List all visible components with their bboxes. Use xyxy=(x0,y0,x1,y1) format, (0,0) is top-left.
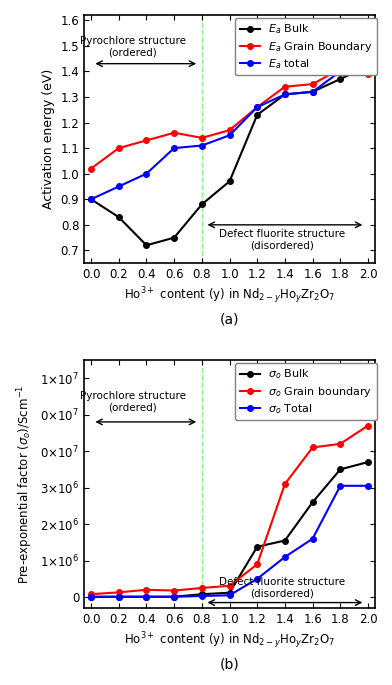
Y-axis label: Activation energy (eV): Activation energy (eV) xyxy=(42,69,55,209)
$E_a$ total xyxy=(116,182,121,190)
$\sigma_o$ Bulk xyxy=(89,593,93,601)
$E_a$ total xyxy=(255,103,260,111)
$E_a$ total xyxy=(310,88,315,96)
$E_a$ Grain Boundary xyxy=(338,64,343,73)
Legend: $\sigma_o$ Bulk, $\sigma_o$ Grain boundary, $\sigma_o$ Total: $\sigma_o$ Bulk, $\sigma_o$ Grain bounda… xyxy=(235,363,377,420)
$E_a$ Grain Boundary xyxy=(255,103,260,111)
$E_a$ total xyxy=(200,141,204,149)
Text: Defect fluorite structure
(disordered): Defect fluorite structure (disordered) xyxy=(219,229,345,250)
$\sigma_o$ Grain boundary xyxy=(366,421,370,429)
$\sigma_o$ Total xyxy=(366,482,370,490)
$\sigma_o$ Bulk xyxy=(116,593,121,601)
$E_a$ total xyxy=(338,67,343,75)
$\sigma_o$ Grain boundary xyxy=(310,443,315,451)
$E_a$ Grain Boundary xyxy=(172,129,176,137)
$\sigma_o$ Grain boundary xyxy=(116,588,121,597)
$E_a$ Bulk xyxy=(283,90,287,99)
$E_a$ Bulk xyxy=(200,200,204,208)
$\sigma_o$ Bulk xyxy=(144,593,149,601)
$\sigma_o$ Grain boundary xyxy=(172,586,176,595)
$E_a$ Bulk xyxy=(89,195,93,203)
Legend: $E_a$ Bulk, $E_a$ Grain Boundary, $E_a$ total: $E_a$ Bulk, $E_a$ Grain Boundary, $E_a$ … xyxy=(235,18,377,75)
$\sigma_o$ Total xyxy=(200,592,204,600)
$E_a$ Bulk xyxy=(310,88,315,96)
$\sigma_o$ Bulk xyxy=(338,465,343,473)
$E_a$ total xyxy=(172,144,176,152)
$\sigma_o$ Grain boundary xyxy=(89,590,93,598)
$E_a$ Grain Boundary xyxy=(89,164,93,173)
$\sigma_o$ Bulk xyxy=(172,593,176,601)
$E_a$ Grain Boundary xyxy=(310,80,315,88)
$E_a$ Bulk xyxy=(338,75,343,83)
Line: $\sigma_o$ Grain boundary: $\sigma_o$ Grain boundary xyxy=(88,423,371,597)
$E_a$ Bulk xyxy=(366,62,370,71)
$E_a$ total xyxy=(144,170,149,178)
$\sigma_o$ Grain boundary xyxy=(227,582,232,590)
Y-axis label: Pre-exponential factor ($\sigma_o$)/Scm$^{-1}$: Pre-exponential factor ($\sigma_o$)/Scm$… xyxy=(15,384,34,584)
Line: $E_a$ Grain Boundary: $E_a$ Grain Boundary xyxy=(88,66,371,171)
$E_a$ total xyxy=(227,132,232,140)
Line: $\sigma_o$ Total: $\sigma_o$ Total xyxy=(88,483,371,599)
$\sigma_o$ Bulk xyxy=(200,590,204,598)
$\sigma_o$ Total xyxy=(255,575,260,583)
$E_a$ Bulk xyxy=(255,111,260,119)
$\sigma_o$ Total xyxy=(172,593,176,601)
$\sigma_o$ Bulk xyxy=(366,458,370,466)
$E_a$ total xyxy=(89,195,93,203)
$\sigma_o$ Grain boundary xyxy=(144,586,149,594)
$E_a$ Grain Boundary xyxy=(227,126,232,134)
$E_a$ Grain Boundary xyxy=(144,136,149,145)
$\sigma_o$ Total xyxy=(310,534,315,543)
Text: Defect fluorite structure
(disordered): Defect fluorite structure (disordered) xyxy=(219,577,345,599)
$E_a$ Grain Boundary xyxy=(200,134,204,142)
$\sigma_o$ Bulk xyxy=(255,543,260,551)
$E_a$ Grain Boundary xyxy=(116,144,121,152)
$E_a$ Bulk xyxy=(144,241,149,249)
Line: $E_a$ total: $E_a$ total xyxy=(88,58,371,202)
Text: Pyrochlore structure
(ordered): Pyrochlore structure (ordered) xyxy=(80,391,186,413)
$E_a$ total xyxy=(283,90,287,99)
Line: $E_a$ Bulk: $E_a$ Bulk xyxy=(88,64,371,248)
X-axis label: Ho$^{3+}$ content (y) in Nd$_{2-y}$Ho$_y$Zr$_2$O$_7$: Ho$^{3+}$ content (y) in Nd$_{2-y}$Ho$_y… xyxy=(124,630,335,651)
$E_a$ Bulk xyxy=(172,234,176,242)
Text: (a): (a) xyxy=(220,313,239,327)
$\sigma_o$ Grain boundary xyxy=(255,560,260,569)
X-axis label: Ho$^{3+}$ content (y) in Nd$_{2-y}$Ho$_y$Zr$_2$O$_7$: Ho$^{3+}$ content (y) in Nd$_{2-y}$Ho$_y… xyxy=(124,285,335,306)
Text: (b): (b) xyxy=(220,658,240,672)
$E_a$ Grain Boundary xyxy=(366,70,370,78)
$\sigma_o$ Total xyxy=(89,593,93,601)
Text: Pyrochlore structure
(ordered): Pyrochlore structure (ordered) xyxy=(80,36,186,58)
$\sigma_o$ Total xyxy=(283,553,287,561)
$E_a$ Grain Boundary xyxy=(283,83,287,91)
Line: $\sigma_o$ Bulk: $\sigma_o$ Bulk xyxy=(88,460,371,599)
$E_a$ Bulk xyxy=(227,177,232,186)
$E_a$ total xyxy=(366,57,370,65)
$\sigma_o$ Total xyxy=(227,591,232,599)
$\sigma_o$ Grain boundary xyxy=(283,480,287,488)
$\sigma_o$ Total xyxy=(144,593,149,601)
$\sigma_o$ Bulk xyxy=(283,536,287,545)
$\sigma_o$ Bulk xyxy=(310,498,315,506)
$\sigma_o$ Total xyxy=(338,482,343,490)
$\sigma_o$ Grain boundary xyxy=(338,440,343,448)
$E_a$ Bulk xyxy=(116,213,121,221)
$\sigma_o$ Bulk xyxy=(227,588,232,597)
$\sigma_o$ Total xyxy=(116,593,121,601)
$\sigma_o$ Grain boundary xyxy=(200,584,204,592)
